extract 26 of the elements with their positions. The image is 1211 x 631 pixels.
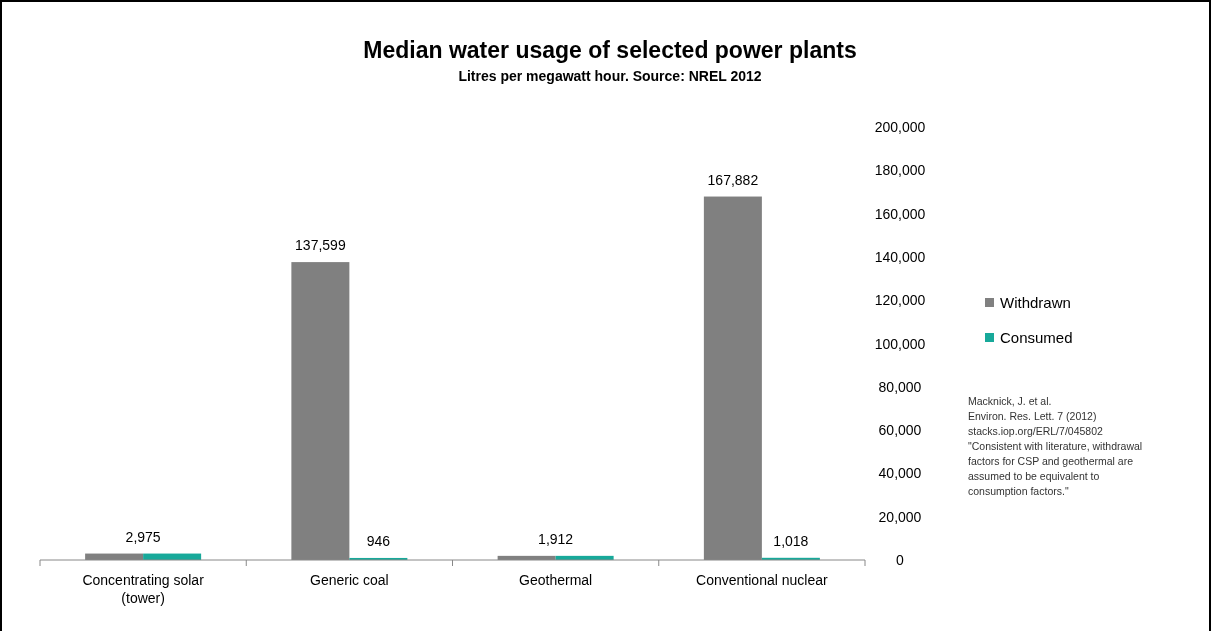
data-label: 167,882 bbox=[707, 171, 759, 188]
data-label: 1,912 bbox=[538, 530, 574, 547]
x-tick-label: Geothermal bbox=[519, 572, 593, 588]
y-tick-label: 140,000 bbox=[874, 248, 926, 265]
y-tick-label: 200,000 bbox=[874, 119, 926, 135]
x-tick-label: Generic coal bbox=[310, 572, 389, 588]
data-label: 946 bbox=[366, 532, 391, 549]
x-tick-label: Concentrating solar (tower) bbox=[82, 572, 205, 606]
y-tick-label: 80,000 bbox=[878, 378, 922, 395]
data-label: 2,975 bbox=[125, 528, 161, 545]
data-label: 137,599 bbox=[295, 237, 346, 254]
y-tick-label: 40,000 bbox=[878, 465, 922, 482]
y-tick-label: 180,000 bbox=[874, 162, 926, 179]
x-tick-label: Conventional nuclear bbox=[696, 572, 828, 588]
y-tick-label: 160,000 bbox=[874, 205, 926, 222]
y-tick-label: 0 bbox=[896, 552, 905, 568]
data-label: 1,018 bbox=[773, 532, 809, 549]
y-tick-label: 100,000 bbox=[874, 335, 926, 352]
y-tick-label: 60,000 bbox=[878, 422, 922, 439]
legend-label: Consumed bbox=[1000, 329, 1073, 346]
text: Macknick, J. et al. Environ. Res. Lett. 7 (2012) stacks.iop.org/ERL/7/045802 "Consistent with literature, withdrawal factors for CSP and geothermal are assumed to be equivalent to consumption factors." bbox=[968, 395, 1143, 497]
legend-label: Withdrawn bbox=[1000, 294, 1071, 311]
y-tick-label: 120,000 bbox=[874, 292, 926, 309]
chart-title: Median water usage of selected power plants bbox=[363, 37, 857, 63]
y-tick-label: 20,000 bbox=[878, 508, 922, 525]
chart-subtitle: Litres per megawatt hour. Source: NREL 2012 bbox=[458, 68, 762, 84]
